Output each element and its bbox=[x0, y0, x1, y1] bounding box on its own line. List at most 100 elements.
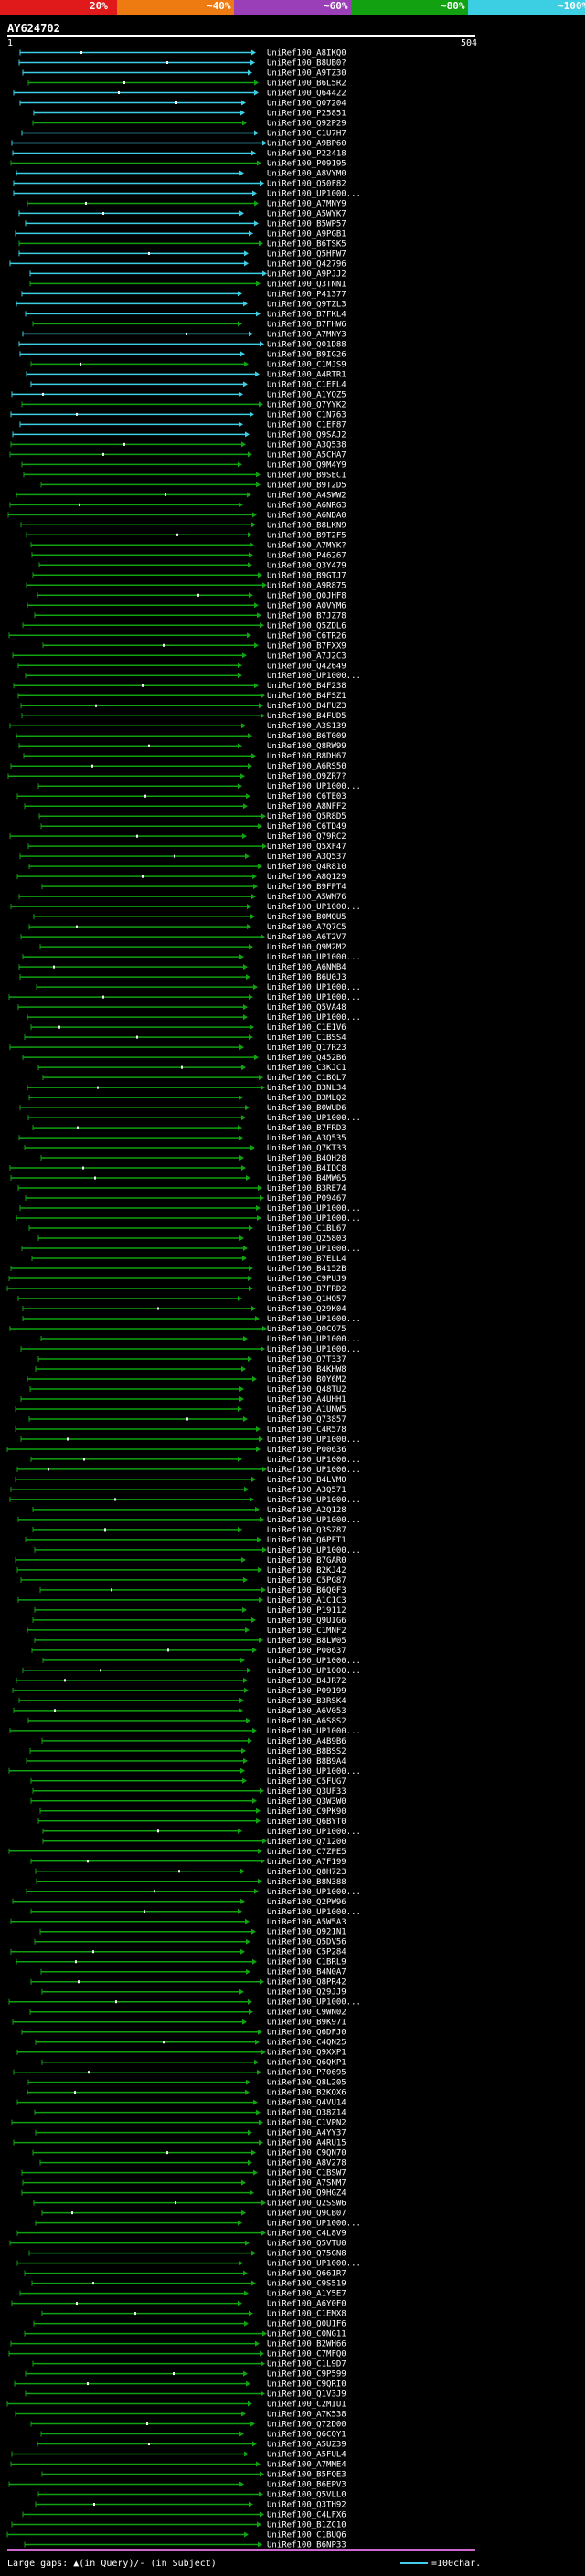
hit-row[interactable]: UniRef100_Q8RW99 bbox=[18, 742, 346, 751]
hit-row[interactable]: UniRef100_UP1000... bbox=[34, 1546, 361, 1555]
hit-row[interactable]: UniRef100_Q1V3J9 bbox=[25, 2390, 346, 2400]
hit-row[interactable]: UniRef100_A4B9B6 bbox=[41, 1737, 346, 1746]
hit-row[interactable]: UniRef100_B4FSZ1 bbox=[17, 692, 346, 701]
hit-row[interactable]: UniRef100_B4QH28 bbox=[40, 1154, 346, 1163]
hit-row[interactable]: UniRef100_C4L8V9 bbox=[16, 2230, 346, 2239]
hit-row[interactable]: UniRef100_P46267 bbox=[31, 551, 346, 560]
hit-row[interactable]: UniRef100_B3NL34 bbox=[27, 1084, 346, 1093]
hit-row[interactable]: UniRef100_B6EPV3 bbox=[8, 2481, 346, 2490]
hit-row[interactable]: UniRef100_Q5R8D5 bbox=[38, 812, 346, 822]
hit-row[interactable]: UniRef100_Q3TNN1 bbox=[29, 280, 346, 289]
hit-row[interactable]: UniRef100_B5FQE3 bbox=[41, 2471, 346, 2480]
hit-row[interactable]: UniRef100_A9R875 bbox=[26, 581, 346, 590]
hit-row[interactable]: UniRef100_B8N388 bbox=[36, 1878, 346, 1887]
hit-row[interactable]: UniRef100_A8NFF2 bbox=[24, 802, 346, 811]
hit-row[interactable]: UniRef100_B3RSK4 bbox=[18, 1697, 346, 1706]
hit-row[interactable]: UniRef100_Q42796 bbox=[9, 260, 346, 269]
hit-row[interactable]: UniRef100_P22418 bbox=[12, 149, 346, 158]
hit-row[interactable]: UniRef100_Q8PR42 bbox=[30, 1978, 346, 1988]
hit-row[interactable]: UniRef100_A6S8S2 bbox=[27, 1717, 346, 1726]
hit-row[interactable]: UniRef100_B7ELL4 bbox=[31, 1255, 346, 1264]
hit-row[interactable]: UniRef100_Q7T337 bbox=[37, 1355, 346, 1364]
hit-row[interactable]: UniRef100_A7F199 bbox=[30, 1858, 346, 1867]
hit-row[interactable]: UniRef100_A9TZ30 bbox=[22, 69, 346, 78]
hit-row[interactable]: UniRef100_B2WH66 bbox=[10, 2340, 346, 2349]
hit-row[interactable]: UniRef100_Q5ZDL6 bbox=[22, 621, 346, 631]
hit-row[interactable]: UniRef100_Q0CQ75 bbox=[9, 1325, 346, 1334]
hit-row[interactable]: UniRef100_B6L5R2 bbox=[27, 79, 346, 88]
hit-row[interactable]: UniRef100_C1U7H7 bbox=[21, 129, 346, 138]
hit-row[interactable]: UniRef100_Q64422 bbox=[13, 89, 346, 98]
hit-row[interactable]: UniRef100_A3Q535 bbox=[18, 1134, 346, 1143]
hit-row[interactable]: UniRef100_UP1000... bbox=[9, 1727, 361, 1736]
hit-row[interactable]: UniRef100_Q9UIG6 bbox=[32, 1617, 346, 1626]
hit-row[interactable]: UniRef100_P41377 bbox=[21, 290, 346, 299]
hit-row[interactable]: UniRef100_B3RE74 bbox=[17, 1184, 346, 1193]
hit-row[interactable]: UniRef100_UP1000... bbox=[22, 1667, 361, 1676]
hit-row[interactable]: UniRef100_UP1000... bbox=[30, 1456, 361, 1465]
hit-row[interactable]: UniRef100_B7FHW6 bbox=[32, 320, 346, 329]
hit-row[interactable]: UniRef100_A5UZ39 bbox=[37, 2441, 346, 2450]
hit-row[interactable]: UniRef100_C9P599 bbox=[25, 2370, 346, 2380]
hit-row[interactable]: UniRef100_C1BSW7 bbox=[21, 2169, 346, 2178]
hit-row[interactable]: UniRef100_A0VYM6 bbox=[27, 601, 346, 610]
hit-row[interactable]: UniRef100_P09199 bbox=[12, 1687, 346, 1696]
hit-row[interactable]: UniRef100_A2Q128 bbox=[32, 1506, 346, 1515]
hit-row[interactable]: UniRef100_C9S519 bbox=[31, 2280, 346, 2289]
hit-row[interactable]: UniRef100_B6U0J3 bbox=[19, 973, 346, 982]
hit-row[interactable]: UniRef100_B4N0A7 bbox=[40, 1968, 346, 1977]
hit-row[interactable]: UniRef100_Q8L205 bbox=[27, 2079, 346, 2088]
hit-row[interactable]: UniRef100_A6NRG3 bbox=[9, 501, 346, 510]
hit-row[interactable]: UniRef100_A6NMB4 bbox=[18, 963, 346, 972]
hit-row[interactable]: UniRef100_A9PGB1 bbox=[15, 229, 346, 239]
hit-row[interactable]: UniRef100_Q5DV56 bbox=[34, 1938, 346, 1947]
hit-row[interactable]: UniRef100_Q9CB07 bbox=[41, 2210, 346, 2219]
hit-row[interactable]: UniRef100_B9FPT4 bbox=[41, 883, 346, 892]
hit-row[interactable]: UniRef100_Q2SSW6 bbox=[33, 2200, 346, 2209]
hit-row[interactable]: UniRef100_B8LKN9 bbox=[20, 521, 346, 530]
hit-row[interactable]: UniRef100_Q5VLL0 bbox=[37, 2491, 346, 2500]
hit-row[interactable]: UniRef100_A1UNW5 bbox=[15, 1405, 346, 1415]
hit-row[interactable]: UniRef100_B7FXX9 bbox=[42, 641, 346, 651]
hit-row[interactable]: UniRef100_O38Z14 bbox=[34, 2109, 346, 2118]
hit-row[interactable]: UniRef100_UP1000... bbox=[42, 1828, 361, 1837]
hit-row[interactable]: UniRef100_UP1000... bbox=[8, 1998, 361, 2008]
hit-row[interactable]: UniRef100_P25851 bbox=[33, 109, 346, 118]
hit-row[interactable]: UniRef100_B4F238 bbox=[13, 682, 346, 691]
hit-row[interactable]: UniRef100_Q29JJ9 bbox=[41, 1988, 346, 1998]
hit-row[interactable]: UniRef100_A7MNY3 bbox=[22, 330, 346, 339]
hit-row[interactable]: UniRef100_B9IG26 bbox=[19, 350, 346, 359]
hit-row[interactable]: UniRef100_A7J2C3 bbox=[12, 652, 346, 661]
hit-row[interactable]: UniRef100_A7K538 bbox=[15, 2411, 346, 2420]
hit-row[interactable]: UniRef100_B8DH67 bbox=[23, 752, 346, 761]
hit-row[interactable]: UniRef100_UP1000... bbox=[21, 1245, 361, 1254]
hit-row[interactable]: UniRef100_B7FRD3 bbox=[32, 1124, 346, 1133]
hit-row[interactable]: UniRef100_A3Q538 bbox=[10, 440, 346, 450]
hit-row[interactable]: UniRef100_C0NG11 bbox=[24, 2330, 346, 2339]
hit-row[interactable]: UniRef100_UP1000... bbox=[9, 1496, 361, 1505]
hit-row[interactable]: UniRef100_C5PG87 bbox=[20, 1576, 346, 1585]
hit-row[interactable]: UniRef100_Q92P29 bbox=[32, 119, 346, 128]
hit-row[interactable]: UniRef100_P19112 bbox=[34, 1606, 346, 1616]
hit-row[interactable]: UniRef100_A5WYK7 bbox=[18, 209, 346, 218]
hit-row[interactable]: UniRef100_C1BRL9 bbox=[16, 1958, 346, 1967]
hit-row[interactable]: UniRef100_Q48TU2 bbox=[29, 1385, 346, 1394]
hit-row[interactable]: UniRef100_B8BSS2 bbox=[29, 1747, 346, 1756]
hit-row[interactable]: UniRef100_B5WP57 bbox=[25, 219, 346, 228]
hit-row[interactable]: UniRef100_C6TE03 bbox=[16, 792, 346, 801]
hit-row[interactable]: UniRef100_B8B9A4 bbox=[26, 1757, 346, 1766]
hit-row[interactable]: UniRef100_Q01D88 bbox=[18, 340, 346, 349]
hit-row[interactable]: UniRef100_Q79RC2 bbox=[9, 832, 346, 842]
hit-row[interactable]: UniRef100_C9PUJ9 bbox=[8, 1275, 346, 1284]
hit-row[interactable]: UniRef100_B0Y6M2 bbox=[27, 1375, 346, 1384]
hit-row[interactable]: UniRef100_A6V053 bbox=[13, 1707, 346, 1716]
hit-row[interactable]: UniRef100_UP1000... bbox=[27, 1013, 361, 1023]
hit-row[interactable]: UniRef100_B9T2D5 bbox=[40, 481, 346, 490]
hit-row[interactable]: UniRef100_B7FKL4 bbox=[25, 310, 346, 319]
hit-row[interactable]: UniRef100_C4R578 bbox=[15, 1426, 346, 1435]
hit-row[interactable]: UniRef100_Q6DFJ0 bbox=[21, 2029, 346, 2038]
hit-row[interactable]: UniRef100_Q3W3W0 bbox=[30, 1797, 346, 1807]
hit-row[interactable]: UniRef100_A5CHA7 bbox=[9, 451, 346, 460]
hit-row[interactable]: UniRef100_Q6PFT1 bbox=[25, 1536, 346, 1545]
hit-row[interactable]: UniRef100_UP1000... bbox=[22, 953, 361, 962]
